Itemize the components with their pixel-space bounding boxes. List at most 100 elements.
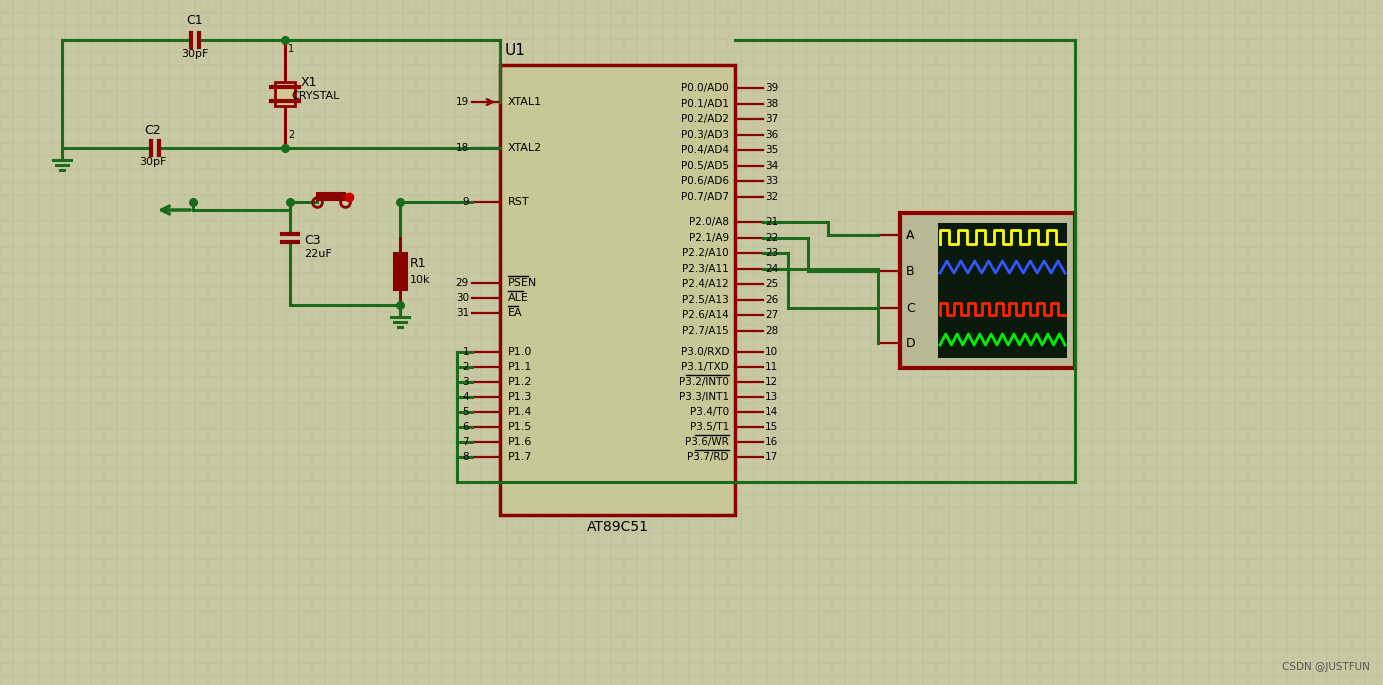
Text: P3.1/TXD: P3.1/TXD xyxy=(682,362,729,372)
Text: 33: 33 xyxy=(765,176,779,186)
Text: P2.0/A8: P2.0/A8 xyxy=(689,217,729,227)
Bar xyxy=(900,213,1075,368)
Text: 22uF: 22uF xyxy=(304,249,332,259)
Text: CRYSTAL: CRYSTAL xyxy=(290,91,339,101)
Text: P2.3/A11: P2.3/A11 xyxy=(682,264,729,273)
Text: 21: 21 xyxy=(765,217,779,227)
Text: 23: 23 xyxy=(765,248,779,258)
Text: P2.1/A9: P2.1/A9 xyxy=(689,232,729,242)
Text: P3.5/T1: P3.5/T1 xyxy=(690,422,729,432)
Text: XTAL1: XTAL1 xyxy=(508,97,542,107)
Text: C2: C2 xyxy=(145,123,162,136)
Text: 15: 15 xyxy=(765,422,779,432)
Text: 35: 35 xyxy=(765,145,779,155)
Text: R1: R1 xyxy=(409,257,426,270)
Text: 1: 1 xyxy=(288,44,295,54)
Text: C3: C3 xyxy=(304,234,321,247)
Bar xyxy=(275,82,295,106)
Text: P3.7/RD: P3.7/RD xyxy=(687,452,729,462)
Text: EA: EA xyxy=(508,308,523,318)
Text: P1.5: P1.5 xyxy=(508,422,532,432)
Text: RST: RST xyxy=(508,197,530,207)
Text: PSEN: PSEN xyxy=(508,278,537,288)
Text: P2.6/A14: P2.6/A14 xyxy=(682,310,729,320)
Text: P3.4/T0: P3.4/T0 xyxy=(690,407,729,417)
Text: P0.1/AD1: P0.1/AD1 xyxy=(680,99,729,108)
Bar xyxy=(938,223,1068,358)
Text: P1.0: P1.0 xyxy=(508,347,532,357)
Text: 27: 27 xyxy=(765,310,779,320)
Text: P3.0/RXD: P3.0/RXD xyxy=(680,347,729,357)
Text: P1.6: P1.6 xyxy=(508,437,532,447)
Text: 24: 24 xyxy=(765,264,779,273)
Text: P0.2/AD2: P0.2/AD2 xyxy=(680,114,729,124)
Text: D: D xyxy=(906,336,916,349)
Bar xyxy=(394,253,407,290)
Text: 10: 10 xyxy=(765,347,779,357)
Text: 4: 4 xyxy=(462,392,469,402)
Text: ALE: ALE xyxy=(508,293,528,303)
Text: 29: 29 xyxy=(456,278,469,288)
Text: 34: 34 xyxy=(765,160,779,171)
Text: 14: 14 xyxy=(765,407,779,417)
Text: P1.7: P1.7 xyxy=(508,452,532,462)
Text: P0.4/AD4: P0.4/AD4 xyxy=(680,145,729,155)
Bar xyxy=(317,193,344,200)
Text: 30pF: 30pF xyxy=(140,157,167,167)
Text: B: B xyxy=(906,264,914,277)
Text: P3.6/WR: P3.6/WR xyxy=(685,437,729,447)
Text: 38: 38 xyxy=(765,99,779,108)
Text: 5: 5 xyxy=(462,407,469,417)
Text: 8: 8 xyxy=(462,452,469,462)
Text: XTAL2: XTAL2 xyxy=(508,143,542,153)
Text: P0.3/AD3: P0.3/AD3 xyxy=(680,129,729,140)
Text: 2: 2 xyxy=(462,362,469,372)
Text: 19: 19 xyxy=(456,97,469,107)
Text: 2: 2 xyxy=(288,130,295,140)
Text: 13: 13 xyxy=(765,392,779,402)
Text: P0.0/AD0: P0.0/AD0 xyxy=(682,83,729,93)
Text: P1.2: P1.2 xyxy=(508,377,532,387)
Text: P2.2/A10: P2.2/A10 xyxy=(682,248,729,258)
Text: 6: 6 xyxy=(462,422,469,432)
Text: P1.4: P1.4 xyxy=(508,407,532,417)
Text: C: C xyxy=(906,301,914,314)
Text: P0.5/AD5: P0.5/AD5 xyxy=(680,160,729,171)
Text: 32: 32 xyxy=(765,192,779,201)
Text: P0.7/AD7: P0.7/AD7 xyxy=(680,192,729,201)
Text: 11: 11 xyxy=(765,362,779,372)
Text: 28: 28 xyxy=(765,325,779,336)
Text: 1: 1 xyxy=(462,347,469,357)
Text: U1: U1 xyxy=(505,43,526,58)
Text: 12: 12 xyxy=(765,377,779,387)
Text: 18: 18 xyxy=(456,143,469,153)
Text: 7: 7 xyxy=(462,437,469,447)
Text: P3.2/INT0: P3.2/INT0 xyxy=(679,377,729,387)
Text: C1: C1 xyxy=(187,14,203,27)
Text: P1.1: P1.1 xyxy=(508,362,532,372)
Text: P2.4/A12: P2.4/A12 xyxy=(682,279,729,289)
Text: 36: 36 xyxy=(765,129,779,140)
Text: 25: 25 xyxy=(765,279,779,289)
Text: 3: 3 xyxy=(462,377,469,387)
Text: 16: 16 xyxy=(765,437,779,447)
Text: P2.7/A15: P2.7/A15 xyxy=(682,325,729,336)
Text: 9: 9 xyxy=(462,197,469,207)
Text: 30: 30 xyxy=(456,293,469,303)
Text: P2.5/A13: P2.5/A13 xyxy=(682,295,729,305)
Text: 39: 39 xyxy=(765,83,779,93)
Text: P1.3: P1.3 xyxy=(508,392,532,402)
Text: 37: 37 xyxy=(765,114,779,124)
Text: A: A xyxy=(906,229,914,242)
Text: 26: 26 xyxy=(765,295,779,305)
Text: X1: X1 xyxy=(301,75,318,88)
Text: 17: 17 xyxy=(765,452,779,462)
Bar xyxy=(501,65,734,515)
Text: P3.3/INT1: P3.3/INT1 xyxy=(679,392,729,402)
Text: AT89C51: AT89C51 xyxy=(586,520,649,534)
Text: CSDN @JUSTFUN: CSDN @JUSTFUN xyxy=(1282,662,1371,672)
Text: 22: 22 xyxy=(765,232,779,242)
Text: P0.6/AD6: P0.6/AD6 xyxy=(680,176,729,186)
Text: 30pF: 30pF xyxy=(181,49,209,59)
Text: 10k: 10k xyxy=(409,275,430,284)
